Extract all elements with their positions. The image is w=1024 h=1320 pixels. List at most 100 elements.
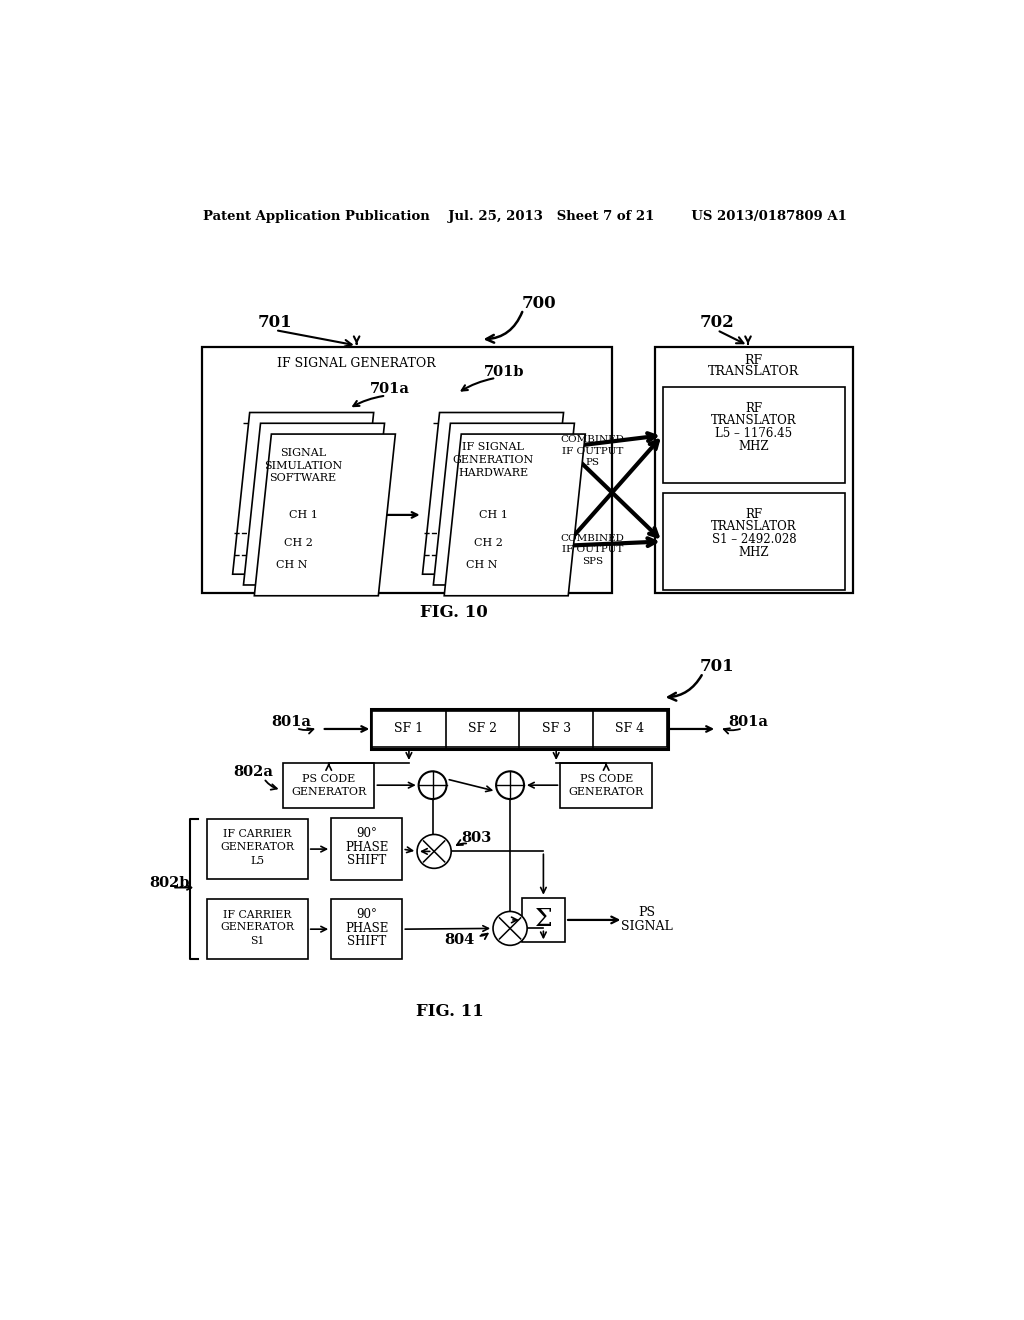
Text: PS CODE: PS CODE <box>580 774 633 784</box>
Text: RF: RF <box>745 403 763 416</box>
Text: MHZ: MHZ <box>738 440 769 453</box>
Text: FIG. 11: FIG. 11 <box>416 1003 483 1020</box>
Polygon shape <box>232 412 374 574</box>
Text: RF: RF <box>744 354 763 367</box>
Text: MHZ: MHZ <box>738 546 769 560</box>
Text: L5 – 1176.45: L5 – 1176.45 <box>715 426 793 440</box>
Text: CH 1: CH 1 <box>289 510 317 520</box>
Text: 701b: 701b <box>483 364 524 379</box>
Text: S1: S1 <box>250 936 264 945</box>
Text: SHIFT: SHIFT <box>347 935 386 948</box>
Text: SF 4: SF 4 <box>615 722 644 735</box>
FancyArrowPatch shape <box>669 676 701 701</box>
Text: 802a: 802a <box>233 766 273 779</box>
Bar <box>655 347 853 594</box>
FancyArrowPatch shape <box>480 933 487 939</box>
Text: Patent Application Publication    Jul. 25, 2013   Sheet 7 of 21        US 2013/0: Patent Application Publication Jul. 25, … <box>203 210 847 223</box>
Bar <box>207 899 308 960</box>
Circle shape <box>493 911 527 945</box>
Text: IF SIGNAL GENERATOR: IF SIGNAL GENERATOR <box>278 358 436 371</box>
Text: 701a: 701a <box>370 383 410 396</box>
Text: Σ: Σ <box>535 908 552 932</box>
Bar <box>207 818 308 879</box>
Bar <box>663 387 845 483</box>
Text: SHIFT: SHIFT <box>347 854 386 867</box>
Text: SPS: SPS <box>582 557 603 565</box>
Text: GENERATOR: GENERATOR <box>220 921 295 932</box>
Text: GENERATION: GENERATION <box>453 455 534 465</box>
Text: IF OUTPUT: IF OUTPUT <box>561 545 623 554</box>
Text: TRANSLATOR: TRANSLATOR <box>711 413 797 426</box>
Polygon shape <box>244 424 385 585</box>
Text: CH N: CH N <box>275 560 307 570</box>
Text: IF CARRIER: IF CARRIER <box>223 829 292 840</box>
Text: IF OUTPUT: IF OUTPUT <box>561 446 623 455</box>
FancyArrowPatch shape <box>462 379 494 391</box>
Text: COMBINED: COMBINED <box>560 436 625 444</box>
Bar <box>521 898 565 942</box>
Text: 804: 804 <box>444 933 475 946</box>
Polygon shape <box>433 424 574 585</box>
Bar <box>283 763 375 808</box>
Text: IF SIGNAL: IF SIGNAL <box>462 442 524 453</box>
FancyArrowPatch shape <box>278 330 351 347</box>
Circle shape <box>417 834 452 869</box>
Text: GENERATOR: GENERATOR <box>568 787 644 797</box>
Text: SIGNAL: SIGNAL <box>621 920 673 933</box>
Text: 90°: 90° <box>356 908 377 921</box>
Text: PS CODE: PS CODE <box>302 774 355 784</box>
FancyArrowPatch shape <box>265 780 276 789</box>
Text: PS: PS <box>638 907 655 920</box>
Polygon shape <box>254 434 395 595</box>
Text: L5: L5 <box>250 855 264 866</box>
Text: 701: 701 <box>699 659 734 675</box>
Text: GENERATOR: GENERATOR <box>291 787 367 797</box>
Bar <box>331 899 402 960</box>
Text: S1 – 2492.028: S1 – 2492.028 <box>712 533 796 546</box>
Text: SF 1: SF 1 <box>394 722 424 735</box>
Text: 700: 700 <box>521 294 556 312</box>
Text: CH N: CH N <box>466 560 497 570</box>
Text: CH 1: CH 1 <box>478 510 508 520</box>
Polygon shape <box>423 412 563 574</box>
Text: 701: 701 <box>258 314 293 331</box>
Text: 803: 803 <box>462 830 492 845</box>
Text: SF 2: SF 2 <box>468 722 497 735</box>
Text: 802b: 802b <box>150 876 190 890</box>
FancyArrowPatch shape <box>720 331 743 343</box>
Circle shape <box>496 771 524 799</box>
Text: RF: RF <box>745 508 763 521</box>
Text: CH 2: CH 2 <box>284 539 313 548</box>
Circle shape <box>419 771 446 799</box>
Text: SIGNAL: SIGNAL <box>281 449 327 458</box>
FancyArrowPatch shape <box>175 886 191 890</box>
FancyArrowPatch shape <box>724 729 740 734</box>
Bar <box>372 711 667 747</box>
Bar <box>331 818 402 880</box>
Bar <box>560 763 652 808</box>
Text: PS: PS <box>586 458 599 467</box>
Text: GENERATOR: GENERATOR <box>220 842 295 851</box>
Text: COMBINED: COMBINED <box>560 533 625 543</box>
Bar <box>663 494 845 590</box>
Text: PHASE: PHASE <box>345 921 388 935</box>
FancyArrowPatch shape <box>299 729 313 734</box>
Text: FIG. 10: FIG. 10 <box>420 605 487 622</box>
Text: TRANSLATOR: TRANSLATOR <box>709 366 800 379</box>
Text: PHASE: PHASE <box>345 841 388 854</box>
Text: 702: 702 <box>699 314 734 331</box>
Text: SIMULATION: SIMULATION <box>264 461 342 471</box>
Bar <box>371 709 669 748</box>
Bar <box>202 347 612 594</box>
Polygon shape <box>444 434 586 595</box>
Text: 90°: 90° <box>356 828 377 841</box>
Text: TRANSLATOR: TRANSLATOR <box>711 520 797 533</box>
Text: IF CARRIER: IF CARRIER <box>223 909 292 920</box>
FancyArrowPatch shape <box>353 396 383 407</box>
Text: SOFTWARE: SOFTWARE <box>269 473 337 483</box>
FancyArrowPatch shape <box>457 840 466 845</box>
Text: 801a: 801a <box>728 715 768 729</box>
Text: CH 2: CH 2 <box>474 539 503 548</box>
Text: 801a: 801a <box>270 715 310 729</box>
Text: SF 3: SF 3 <box>542 722 570 735</box>
